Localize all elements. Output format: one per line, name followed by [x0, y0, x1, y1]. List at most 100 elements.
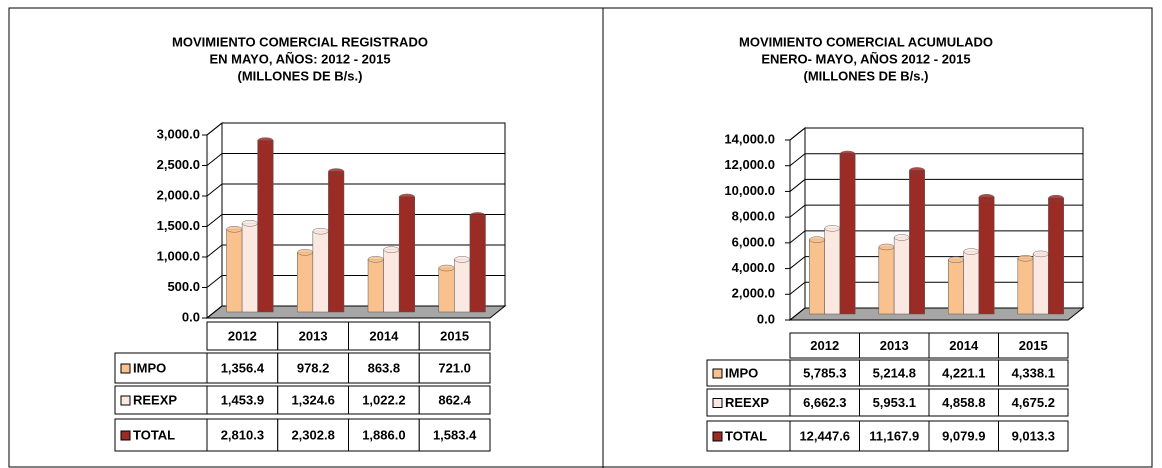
y-tick-label: 2,000.0 [157, 187, 200, 202]
legend-label: REEXP [725, 395, 769, 410]
bar-cap [257, 137, 274, 144]
table-cell [998, 332, 1069, 359]
bar [367, 259, 384, 313]
bar [1032, 253, 1049, 315]
chart-title: MOVIMIENTO COMERCIAL REGISTRADO [172, 34, 428, 49]
category-label: 2012 [228, 328, 257, 343]
table-cell [277, 418, 349, 452]
table-cell [418, 352, 491, 384]
bar [241, 223, 258, 313]
table-cell [418, 385, 491, 415]
table-cell [859, 388, 930, 417]
y-tick-label: 2,000.0 [732, 286, 775, 301]
bar-cap [878, 243, 895, 251]
bar [469, 215, 486, 313]
legend-key [120, 430, 131, 441]
data-label: 1,583.4 [433, 427, 477, 442]
data-label: 721.0 [438, 360, 471, 375]
legend-label: TOTAL [725, 428, 767, 443]
bar-cap [978, 194, 995, 201]
category-label: 2015 [440, 328, 469, 343]
legend-label: IMPO [133, 360, 166, 375]
bar [383, 249, 400, 313]
bar [328, 171, 345, 313]
table-cell [998, 420, 1069, 452]
data-label: 978.2 [297, 360, 330, 375]
category-label: 2013 [880, 338, 909, 353]
table-cell [928, 332, 999, 359]
y-tick-label: 6,000.0 [732, 234, 775, 249]
bar-cap [454, 256, 471, 263]
frame [8, 7, 1153, 468]
table-cell [859, 420, 930, 452]
bar [438, 267, 455, 313]
bar-cap [312, 227, 329, 235]
bar-cap [226, 226, 243, 233]
data-label: 4,675.2 [1012, 395, 1055, 410]
data-label: 1,886.0 [362, 427, 405, 442]
bar-cap [1032, 250, 1049, 258]
bar-cap [383, 246, 400, 253]
bar-cap [469, 212, 486, 219]
bar [909, 170, 925, 315]
chart-title: (MILLONES DE B/s.) [238, 68, 363, 83]
table-cell [277, 352, 349, 384]
bar [1048, 197, 1064, 315]
table-cell [706, 388, 791, 417]
bar [454, 259, 471, 313]
chart-title: ENERO- MAYO, AÑOS 2012 - 2015 [761, 51, 970, 66]
bar [978, 197, 995, 315]
category-label: 2014 [949, 338, 979, 353]
bar-cap [909, 167, 925, 174]
y-tick-label: 0.0 [757, 311, 775, 326]
grid-line [789, 178, 1083, 192]
bar-cap [824, 225, 841, 232]
data-label: 9,013.3 [1012, 428, 1055, 443]
legend-key [712, 431, 723, 442]
table-cell [789, 388, 860, 417]
legend-label: TOTAL [133, 427, 175, 442]
y-tick-label: 2,500.0 [157, 157, 200, 172]
legend-key [120, 363, 131, 374]
bar-cap [328, 168, 345, 175]
bar-cap [839, 150, 856, 158]
data-label: 5,953.1 [873, 395, 916, 410]
bar [893, 237, 910, 315]
data-label: 5,785.3 [803, 365, 846, 380]
data-label: 6,662.3 [803, 395, 846, 410]
data-label: 4,858.8 [942, 395, 985, 410]
data-label: 4,338.1 [1012, 365, 1055, 380]
category-label: 2012 [810, 338, 839, 353]
table-cell [206, 418, 279, 452]
bar [839, 153, 856, 315]
data-label: 4,221.1 [942, 365, 985, 380]
table-cell [859, 359, 930, 387]
y-tick-label: 4,000.0 [732, 260, 775, 275]
y-tick-label: 14,000.0 [724, 131, 775, 146]
table-cell [998, 388, 1069, 417]
bar-cap [893, 234, 910, 241]
bar-cap [963, 248, 980, 255]
legend-label: REEXP [133, 392, 177, 407]
side-wall [789, 126, 806, 322]
table-cell [348, 385, 420, 415]
table-cell [998, 359, 1069, 387]
data-label: 1,324.6 [291, 392, 334, 407]
y-tick-label: 1,500.0 [157, 218, 200, 233]
table-cell [277, 321, 349, 351]
table-cell [348, 418, 420, 452]
table-cell [206, 321, 279, 351]
grid-line [206, 153, 505, 166]
y-tick-label: 1,000.0 [157, 248, 200, 263]
y-tick-label: 12,000.0 [724, 157, 775, 172]
chart-title: MOVIMIENTO COMERCIAL ACUMULADO [739, 34, 993, 49]
category-label: 2013 [299, 328, 328, 343]
y-tick-label: 0.0 [182, 309, 200, 324]
bar [878, 246, 895, 315]
grid-line [206, 122, 505, 136]
bar [1017, 257, 1034, 315]
category-label: 2014 [369, 328, 399, 343]
data-label: 2,302.8 [291, 427, 334, 442]
data-label: 1,356.4 [221, 360, 265, 375]
